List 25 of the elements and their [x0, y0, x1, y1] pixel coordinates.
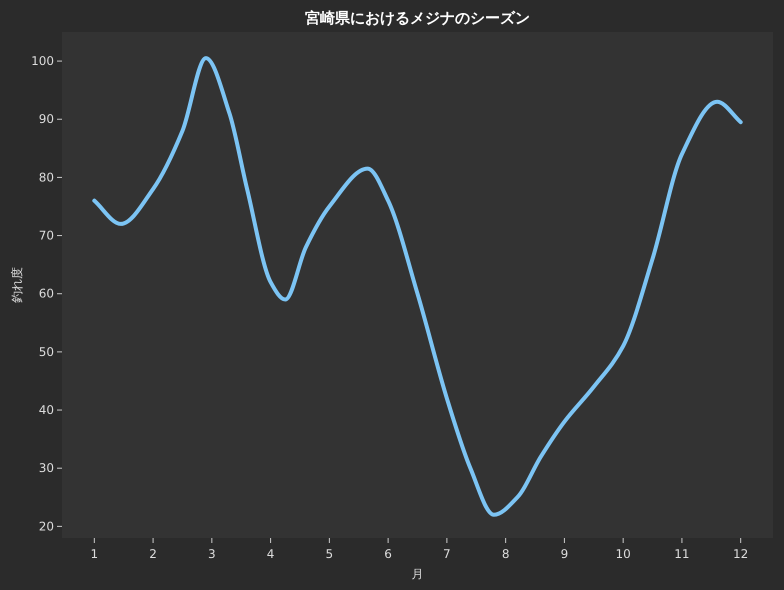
y-tick-label: 60 [38, 286, 54, 301]
chart-title: 宮崎県におけるメジナのシーズン [305, 9, 530, 27]
y-tick-label: 90 [38, 112, 54, 126]
x-tick-label: 3 [208, 547, 216, 561]
x-tick-label: 9 [560, 547, 568, 561]
x-tick-label: 10 [616, 547, 631, 561]
y-tick-label: 70 [38, 228, 54, 243]
x-tick-label: 2 [149, 547, 157, 561]
x-tick-label: 11 [674, 547, 690, 561]
y-tick-label: 100 [31, 54, 54, 68]
line-series [92, 56, 743, 517]
x-tick-label: 1 [90, 547, 98, 561]
y-tick-label: 40 [38, 403, 54, 418]
x-tick-label: 5 [326, 547, 334, 561]
y-tick-label: 30 [38, 461, 54, 476]
x-tick-label: 4 [266, 547, 274, 561]
y-axis-title: 釣れ度 [10, 267, 24, 303]
y-tick-label: 50 [38, 344, 54, 359]
x-tick-label: 7 [443, 547, 451, 561]
x-tick-label: 6 [384, 547, 392, 561]
x-axis-title: 月 [412, 567, 424, 581]
y-tick-label: 80 [38, 170, 54, 184]
y-tick-label: 20 [38, 519, 54, 534]
x-tick-label: 8 [502, 547, 510, 561]
x-tick-label: 12 [733, 547, 748, 561]
